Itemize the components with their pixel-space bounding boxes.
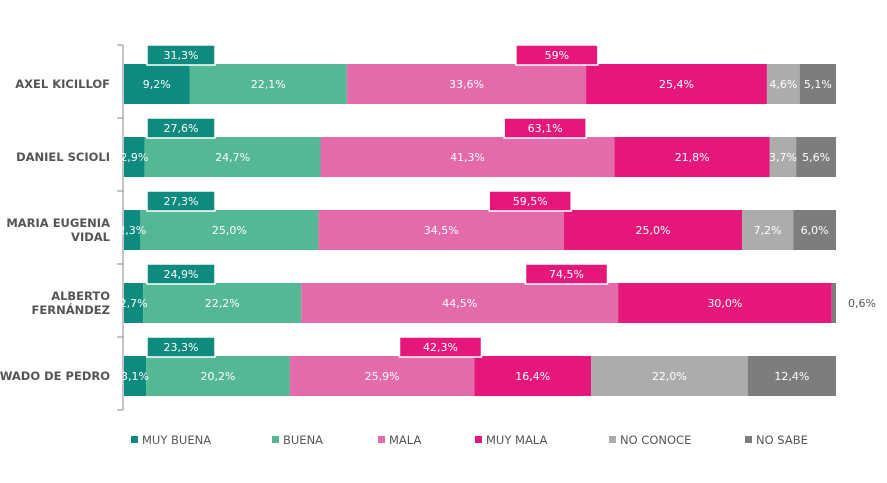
legend-swatch [131, 436, 138, 443]
legend-swatch [745, 436, 752, 443]
data-label: 16,4% [515, 370, 550, 383]
legend: MUY BUENA BUENA MALA MUY MALA NO CONOCE NO SA… [131, 433, 808, 447]
positive-total-label: 23,3% [164, 341, 199, 354]
legend-label: MUY MALA [486, 433, 547, 447]
data-label: 25,0% [636, 224, 671, 237]
bar-segment [124, 64, 190, 104]
data-label: 21,8% [675, 151, 710, 164]
bar-segment [140, 210, 319, 250]
legend-swatch [475, 436, 482, 443]
bar-segment [799, 64, 836, 104]
legend-label: NO SABE [756, 433, 808, 447]
legend-label: MALA [389, 433, 421, 447]
bar-segment [614, 137, 770, 177]
legend-label: BUENA [283, 433, 323, 447]
data-label: 2,7% [120, 297, 148, 310]
positive-total-label: 24,9% [164, 268, 199, 281]
data-label: 0,6% [848, 297, 876, 310]
negative-total-label: 59,5% [513, 195, 548, 208]
data-label: 9,2% [143, 78, 171, 91]
bar-segment [289, 356, 475, 396]
legend-label: NO CONOCE [620, 433, 691, 447]
bar-segment [831, 283, 836, 323]
positive-total-box [146, 44, 216, 66]
data-label: 5,1% [804, 78, 832, 91]
positive-total-box [146, 190, 216, 212]
bar-segment [146, 356, 290, 396]
negative-total-label: 42,3% [423, 341, 458, 354]
data-label: 25,9% [365, 370, 400, 383]
negative-total-label: 74,5% [549, 268, 584, 281]
legend-swatch [272, 436, 279, 443]
data-label: 2,3% [118, 224, 146, 237]
data-label: 3,1% [121, 370, 149, 383]
positive-total-box [146, 263, 216, 285]
data-label: 12,4% [774, 370, 809, 383]
data-label: 25,4% [659, 78, 694, 91]
data-label: 44,5% [442, 297, 477, 310]
data-label: 4,6% [769, 78, 797, 91]
bar-segment [124, 137, 145, 177]
negative-total-label: 59% [545, 49, 569, 62]
bar-segment [346, 64, 587, 104]
negative-total-box [488, 190, 572, 212]
bar-segment [320, 137, 615, 177]
category-label: AXEL KICILLOF [15, 77, 110, 91]
bar-segment [564, 210, 743, 250]
data-label: 3,7% [769, 151, 797, 164]
data-label: 24,7% [215, 151, 250, 164]
bar-segment [793, 210, 836, 250]
positive-total-label: 27,3% [164, 195, 199, 208]
bar-segment [766, 64, 800, 104]
data-label: 30,0% [707, 297, 742, 310]
negative-total-box [503, 117, 587, 139]
negative-total-box [398, 336, 483, 358]
positive-total-label: 27,6% [164, 122, 199, 135]
category-label: DANIEL SCIOLI [16, 150, 110, 164]
data-label: 33,6% [449, 78, 484, 91]
bar-segment [124, 210, 141, 250]
bar-segment [189, 64, 347, 104]
bar-segment [591, 356, 748, 396]
legend-swatch [378, 436, 385, 443]
category-label: MARIA EUGENIA VIDAL [6, 216, 110, 244]
data-label: 7,2% [754, 224, 782, 237]
data-label: 5,6% [802, 151, 830, 164]
data-label: 20,2% [201, 370, 236, 383]
bar-segment [301, 283, 619, 323]
bar-segment [796, 137, 836, 177]
data-label: 41,3% [450, 151, 485, 164]
bar-segment [144, 137, 321, 177]
bar-segment [586, 64, 767, 104]
legend-swatch [609, 436, 616, 443]
data-label: 22,1% [251, 78, 286, 91]
category-label: ALBERTO FERNÁNDEZ [32, 289, 111, 317]
data-label: 22,2% [205, 297, 240, 310]
data-label: 6,0% [801, 224, 829, 237]
bar-segment [124, 356, 147, 396]
bar-segment [742, 210, 794, 250]
bar-segment [318, 210, 565, 250]
data-label: 22,0% [652, 370, 687, 383]
data-label: 2,9% [120, 151, 148, 164]
legend-label: MUY BUENA [142, 433, 211, 447]
category-label: WADO DE PEDRO [0, 369, 110, 383]
bar-segment [747, 356, 836, 396]
positive-total-box [146, 117, 216, 139]
data-label: 34,5% [424, 224, 459, 237]
bars: 9,2% 22,1% 33,6% 25,4% 4,6% 5,1% 31,3% 59% 2,9% 2… [118, 44, 836, 396]
bar-segment [618, 283, 832, 323]
bar-segment [124, 283, 144, 323]
bar-segment [143, 283, 302, 323]
positive-total-label: 31,3% [164, 49, 199, 62]
positive-total-box [146, 336, 216, 358]
negative-total-label: 63,1% [528, 122, 563, 135]
data-label: 25,0% [212, 224, 247, 237]
bar-segment [769, 137, 797, 177]
bar-segment [474, 356, 592, 396]
negative-total-box [515, 44, 599, 66]
negative-total-box [524, 263, 609, 285]
